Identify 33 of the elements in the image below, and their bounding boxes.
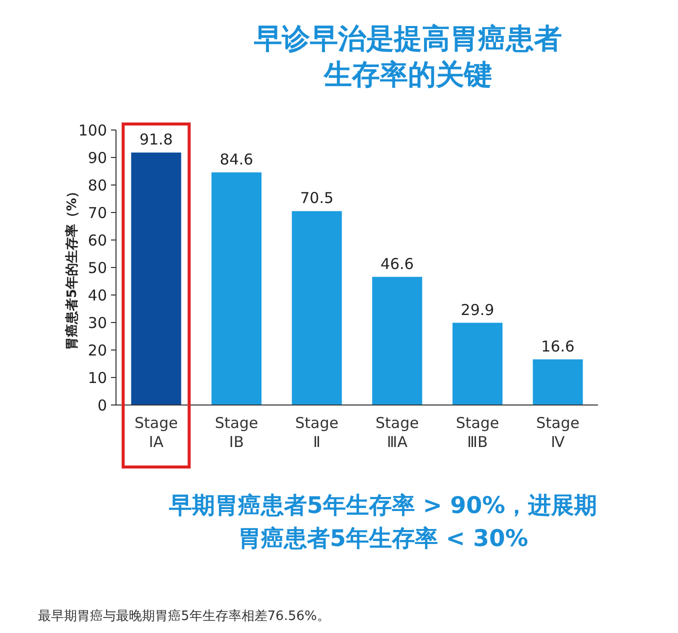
x-tick-label: Stage ⅠA xyxy=(134,414,178,451)
x-tick-label: Stage Ⅳ xyxy=(536,414,580,451)
text: 最早期胃癌与最晚期胃癌5年生存率相差76.56%。 xyxy=(38,608,330,624)
data-label: 91.8 xyxy=(139,130,173,149)
bar xyxy=(452,322,502,405)
y-tick-label: 0 xyxy=(97,396,107,414)
text: 早期胃癌患者5年生存率 > 90%，进展期胃癌患者5年生存率 < 30% xyxy=(168,492,598,552)
bar xyxy=(292,211,342,405)
data-label: 84.6 xyxy=(220,150,254,168)
y-tick-label: 90 xyxy=(88,148,107,167)
y-tick-label: 100 xyxy=(78,121,107,140)
x-tick-label: Stage Ⅱ xyxy=(295,414,339,451)
y-tick-label: 40 xyxy=(88,286,107,304)
y-tick-label: 30 xyxy=(88,314,107,332)
bar xyxy=(212,172,262,405)
data-label: 70.5 xyxy=(300,189,334,208)
x-tick-label: Stage ⅢB xyxy=(456,414,500,451)
bar xyxy=(131,152,182,405)
data-label: 29.9 xyxy=(460,300,494,319)
x-tick-label: Stage ⅢA xyxy=(375,414,419,451)
y-tick-label: 60 xyxy=(88,231,107,250)
y-tick-label: 10 xyxy=(88,368,107,387)
bar xyxy=(532,359,583,405)
bar xyxy=(372,276,422,405)
chart-title: 早诊早治是提高胃癌患者生存率的关键 xyxy=(253,22,562,91)
y-tick-label: 70 xyxy=(88,204,107,222)
y-axis-title: 胃癌患者5年的生存率（%） xyxy=(64,184,80,350)
y-tick-label: 20 xyxy=(88,341,107,360)
data-label: 16.6 xyxy=(541,337,575,356)
y-tick-label: 80 xyxy=(88,176,107,194)
y-tick-label: 50 xyxy=(88,258,107,277)
x-tick-label: Stage ⅠB xyxy=(214,414,258,451)
data-label: 46.6 xyxy=(380,254,414,273)
